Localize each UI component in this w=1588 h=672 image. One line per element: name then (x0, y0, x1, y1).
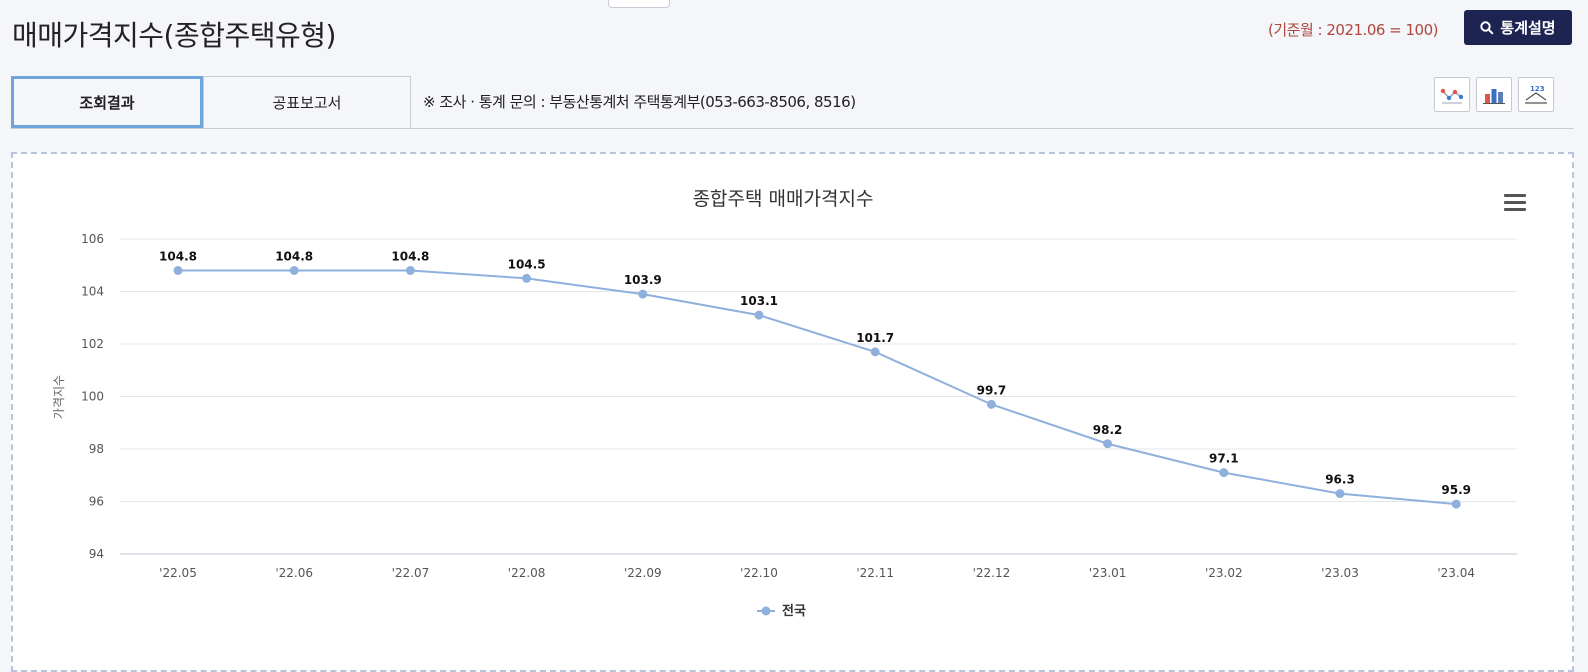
y-tick-label: 106 (81, 232, 104, 246)
inquiry-note: ※ 조사 · 통계 문의 : 부동산통계처 주택통계부(053-663-8506… (423, 93, 856, 111)
table-icon: 123 (1525, 85, 1547, 104)
page-title: 매매가격지수(종합주택유형) (12, 19, 336, 52)
data-point[interactable] (1219, 468, 1229, 478)
y-axis-label: 가격지수 (52, 375, 66, 419)
line-view-button[interactable] (1434, 77, 1470, 112)
data-label: 104.8 (159, 250, 197, 264)
svg-text:123: 123 (1530, 85, 1545, 93)
base-month-note: (기준월 : 2021.06 = 100) (1268, 21, 1438, 39)
data-point[interactable] (173, 266, 183, 275)
x-tick-label: '22.10 (740, 566, 778, 580)
top-collapse-tab[interactable] (608, 0, 670, 8)
data-point[interactable] (1103, 439, 1113, 449)
x-tick-label: '22.12 (973, 566, 1011, 580)
data-label: 104.5 (508, 257, 546, 271)
x-tick-label: '22.09 (624, 566, 662, 580)
y-tick-label: 98 (89, 442, 104, 456)
line-chart-icon (1440, 88, 1464, 103)
y-tick-label: 104 (81, 285, 104, 299)
data-point[interactable] (754, 310, 764, 320)
data-label: 101.7 (856, 331, 894, 345)
search-icon (1480, 20, 1494, 35)
stat-description-label: 통계설명 (1500, 19, 1556, 37)
stat-description-button[interactable]: 통계설명 (1464, 10, 1572, 45)
x-tick-label: '23.03 (1321, 566, 1359, 580)
y-tick-label: 94 (89, 547, 104, 561)
x-tick-label: '22.11 (856, 566, 894, 580)
y-tick-label: 102 (81, 337, 104, 351)
data-point[interactable] (1335, 489, 1345, 499)
data-point[interactable] (1451, 499, 1461, 509)
data-point[interactable] (289, 266, 299, 275)
data-label: 104.8 (275, 250, 313, 264)
x-tick-label: '22.05 (159, 566, 197, 580)
bar-view-button[interactable] (1476, 77, 1512, 112)
y-tick-label: 100 (81, 390, 104, 404)
data-label: 95.9 (1441, 483, 1471, 497)
series-line (178, 269, 1457, 506)
data-point[interactable] (870, 347, 880, 357)
x-tick-label: '23.01 (1089, 566, 1127, 580)
data-label: 103.9 (624, 273, 662, 287)
data-label: 98.2 (1093, 423, 1123, 437)
x-tick-label: '23.04 (1437, 566, 1475, 580)
legend-label: 전국 (782, 603, 806, 619)
data-label: 97.1 (1209, 452, 1239, 466)
table-view-button[interactable]: 123 (1518, 77, 1554, 112)
bar-chart-icon (1483, 88, 1505, 104)
data-point[interactable] (638, 289, 648, 299)
data-label: 104.8 (391, 250, 429, 264)
data-point[interactable] (405, 266, 415, 275)
y-tick-label: 96 (89, 495, 104, 509)
chart-menu-button[interactable] (1504, 194, 1526, 212)
data-label: 103.1 (740, 294, 778, 308)
tab-bar: 조회결과 공표보고서 ※ 조사 · 통계 문의 : 부동산통계처 주택통계부(0… (11, 76, 1574, 129)
chart-title: 종합주택 매매가격지수 (693, 188, 874, 210)
hamburger-icon (1504, 194, 1526, 197)
x-tick-label: '22.07 (392, 566, 430, 580)
tab-report[interactable]: 공표보고서 (203, 76, 411, 128)
data-label: 96.3 (1325, 473, 1355, 487)
x-tick-label: '23.02 (1205, 566, 1243, 580)
x-tick-label: '22.08 (508, 566, 546, 580)
legend-marker (761, 606, 771, 616)
data-point[interactable] (522, 273, 532, 283)
data-label: 99.7 (977, 383, 1007, 397)
chart-legend[interactable]: 전국 (757, 603, 806, 619)
data-point[interactable] (986, 399, 996, 409)
tab-results[interactable]: 조회결과 (11, 76, 203, 128)
x-tick-label: '22.06 (275, 566, 313, 580)
